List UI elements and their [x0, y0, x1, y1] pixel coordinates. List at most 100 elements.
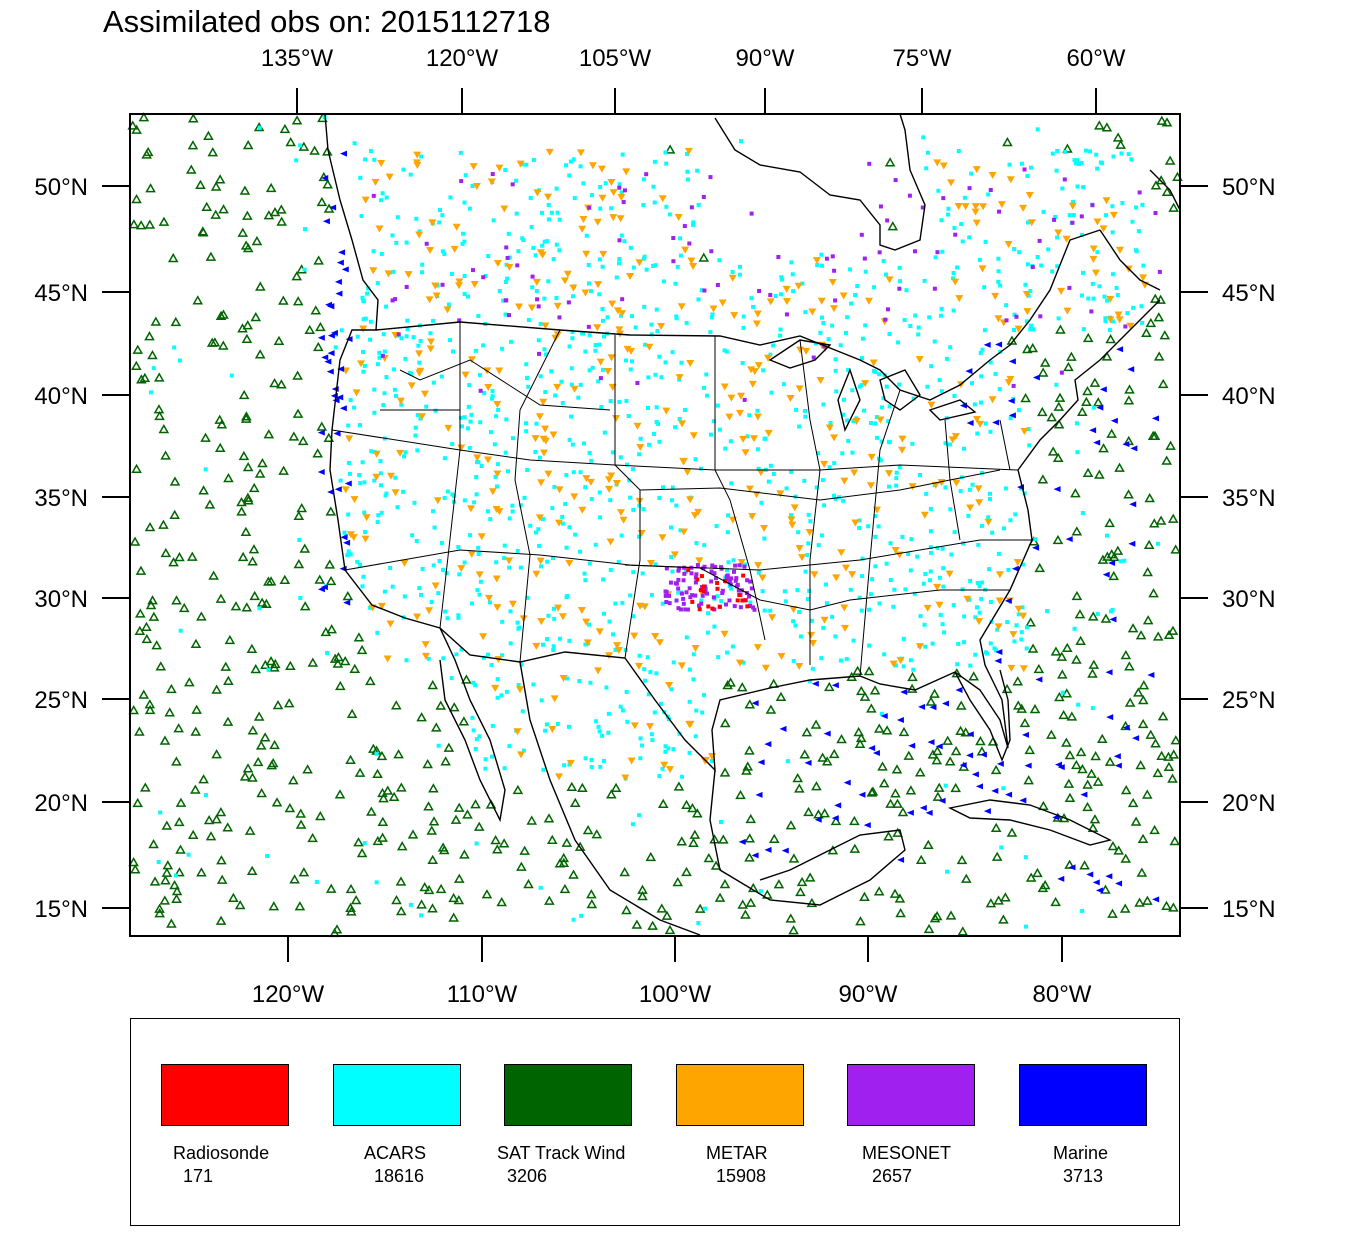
acars-marker: [560, 521, 565, 526]
metar-marker: [484, 456, 493, 464]
metar-marker: [598, 194, 607, 202]
acars-marker: [1024, 646, 1029, 651]
marine-marker: [1053, 486, 1061, 493]
acars-marker: [986, 192, 991, 197]
acars-marker: [701, 693, 706, 698]
acars-marker: [862, 408, 867, 413]
metar-marker: [431, 282, 440, 290]
acars-marker: [1050, 269, 1055, 274]
metar-marker: [457, 444, 466, 452]
acars-marker: [339, 328, 344, 333]
acars-marker: [203, 793, 208, 798]
acars-marker: [921, 581, 926, 586]
top-axis-labels: 135°W 120°W 105°W 90°W 75°W 60°W: [261, 45, 1126, 72]
acars-marker: [949, 552, 954, 557]
radiosonde-marker: [741, 573, 746, 578]
sat-wind-marker: [828, 748, 840, 759]
acars-marker: [739, 563, 744, 568]
mesonet-marker: [757, 288, 762, 293]
sat-wind-marker: [810, 719, 822, 729]
sat-wind-marker: [246, 865, 258, 875]
metar-marker: [915, 356, 924, 364]
metar-marker: [885, 276, 894, 284]
metar-marker: [764, 429, 773, 437]
sat-wind-marker: [950, 745, 962, 756]
acars-marker: [545, 637, 550, 642]
sat-wind-marker: [353, 837, 364, 847]
metar-marker: [612, 414, 621, 422]
acars-marker: [589, 765, 594, 770]
sat-wind-marker: [201, 201, 213, 212]
acars-marker: [390, 584, 395, 589]
marine-marker: [1099, 386, 1107, 393]
metar-marker: [665, 681, 674, 689]
marine-marker: [918, 703, 926, 710]
acars-marker: [943, 441, 948, 446]
sat-wind-marker: [298, 867, 310, 877]
metar-marker: [505, 263, 514, 271]
mesonet-marker: [1079, 214, 1084, 219]
sat-wind-marker: [173, 723, 184, 733]
acars-marker: [939, 218, 944, 223]
sat-wind-marker: [1006, 827, 1018, 837]
sat-wind-marker: [737, 899, 749, 909]
metar-marker: [795, 662, 804, 670]
metar-marker: [613, 642, 622, 650]
sat-wind-marker: [169, 509, 180, 520]
acars-marker: [483, 274, 488, 279]
acars-marker: [608, 498, 613, 503]
sat-wind-marker: [883, 831, 894, 841]
acars-marker: [895, 340, 900, 345]
acars-marker: [441, 656, 446, 661]
marine-marker: [1008, 412, 1016, 419]
acars-marker: [1035, 255, 1040, 260]
mesonet-marker: [689, 571, 694, 576]
mesonet-marker: [811, 355, 816, 360]
sat-wind-marker: [307, 832, 318, 843]
sat-wind-marker: [801, 727, 813, 737]
marine-marker: [1089, 427, 1097, 434]
bottom-tick-label: 80°W: [1033, 981, 1092, 1008]
acars-marker: [177, 358, 182, 363]
sat-wind-marker: [388, 791, 400, 801]
acars-marker: [924, 166, 929, 171]
metar-marker: [350, 496, 359, 504]
metar-marker: [362, 514, 371, 522]
marine-marker: [1035, 676, 1043, 683]
acars-marker: [897, 265, 902, 270]
acars-marker: [384, 195, 389, 200]
marine-marker: [337, 366, 345, 373]
sat-wind-marker: [435, 700, 447, 710]
metar-marker: [627, 757, 636, 765]
sat-wind-marker: [1081, 396, 1092, 406]
acars-marker: [966, 513, 971, 518]
metar-marker: [535, 413, 544, 421]
acars-marker: [554, 295, 559, 300]
sat-wind-marker: [1161, 117, 1173, 127]
sat-wind-marker: [288, 431, 300, 441]
acars-marker: [979, 580, 984, 585]
acars-marker: [499, 693, 504, 698]
acars-marker: [1054, 382, 1059, 387]
great-lakes: [768, 339, 977, 433]
acars-marker: [539, 564, 544, 569]
acars-marker: [424, 404, 429, 409]
mesonet-marker: [671, 236, 676, 241]
metar-marker: [470, 280, 479, 288]
state-borders: [331, 322, 1032, 677]
acars-marker: [1012, 639, 1017, 644]
acars-marker: [682, 407, 687, 412]
acars-marker: [478, 373, 483, 378]
sat-wind-marker: [1165, 440, 1176, 450]
map-frame: [129, 113, 1181, 937]
acars-marker: [805, 597, 810, 602]
acars-marker: [879, 439, 884, 444]
acars-marker: [450, 442, 455, 447]
mesonet-marker: [393, 297, 398, 302]
acars-marker: [638, 436, 643, 441]
metar-marker: [840, 477, 849, 485]
acars-marker: [936, 188, 941, 193]
sat-wind-marker: [224, 634, 236, 645]
sat-wind-marker: [914, 767, 926, 777]
acars-marker: [502, 543, 507, 548]
